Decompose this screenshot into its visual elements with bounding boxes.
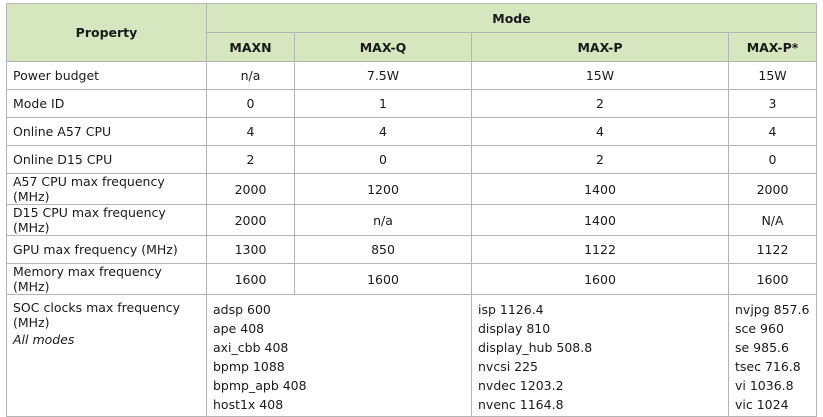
soc-label-cell: SOC clocks max frequency (MHz) All modes (6, 294, 207, 417)
clock-entry: nvcsi 225 (478, 359, 539, 374)
clock-entry: adsp 600 (213, 302, 271, 317)
cell-value: n/a (294, 204, 472, 236)
soc-note: All modes (13, 332, 75, 347)
table-row: A57 CPU max frequency (MHz) 2000 1200 14… (6, 173, 818, 205)
soc-clocks-col2: isp 1126.4 display 810 display_hub 508.8… (471, 294, 729, 417)
cell-value: 4 (471, 117, 729, 146)
soc-clocks-col3: nvjpg 857.6 sce 960 se 985.6 tsec 716.8 … (727, 294, 818, 417)
clock-entry: sce 960 (735, 321, 784, 336)
cell-value: 1600 (471, 263, 729, 295)
cell-value: 1122 (471, 235, 729, 264)
header-mode: Mode (205, 3, 818, 33)
row-label: Mode ID (6, 89, 207, 118)
cell-value: 0 (206, 89, 295, 118)
cell-value: 4 (294, 117, 472, 146)
cell-value: 1600 (206, 263, 295, 295)
clock-entry: nvdec 1203.2 (478, 378, 564, 393)
clock-entry: axi_cbb 408 (213, 340, 289, 355)
cell-value: 1200 (294, 173, 472, 205)
clock-entry: vic 1024 (735, 397, 789, 412)
clock-entry: se 985.6 (735, 340, 789, 355)
cell-value: 1400 (471, 204, 729, 236)
row-label: Memory max frequency (MHz) (6, 263, 207, 295)
cell-value: 850 (294, 235, 472, 264)
row-label: GPU max frequency (MHz) (6, 235, 207, 264)
table-row: Mode ID 0 1 2 3 (6, 89, 818, 118)
clock-entry: nvjpg 857.6 (735, 302, 810, 317)
clock-entry: vi 1036.8 (735, 378, 794, 393)
header-row: Property Mode (6, 3, 818, 62)
header-property: Property (6, 3, 207, 62)
cell-value: 2 (471, 89, 729, 118)
cell-value: 1300 (206, 235, 295, 264)
clock-entry: ape 408 (213, 321, 265, 336)
cell-value: 7.5W (294, 61, 472, 90)
soc-clocks-col1: adsp 600 ape 408 axi_cbb 408 bpmp 1088 b… (206, 294, 472, 417)
header-mode-maxp-star: MAX-P* (727, 32, 818, 62)
cell-value: 0 (727, 145, 818, 174)
clock-entry: bpmp_apb 408 (213, 378, 307, 393)
table-row: Online D15 CPU 2 0 2 0 (6, 145, 818, 174)
cell-value: 4 (206, 117, 295, 146)
table-row: Memory max frequency (MHz) 1600 1600 160… (6, 263, 818, 295)
header-mode-maxp: MAX-P (471, 32, 729, 62)
cell-value: 1600 (294, 263, 472, 295)
cell-value: n/a (206, 61, 295, 90)
row-label: Online A57 CPU (6, 117, 207, 146)
cell-value: 1 (294, 89, 472, 118)
cell-value: 15W (727, 61, 818, 90)
power-modes-table: Property Mode MAXN MAX-Q MAX-P MAX-P* Po… (6, 3, 818, 417)
cell-value: 2 (206, 145, 295, 174)
header-mode-maxn: MAXN (206, 32, 295, 62)
cell-value: 1400 (471, 173, 729, 205)
soc-clocks-row: SOC clocks max frequency (MHz) All modes… (6, 294, 818, 417)
cell-value: 3 (727, 89, 818, 118)
cell-value: 2000 (206, 173, 295, 205)
cell-value: 2000 (727, 173, 818, 205)
header-mode-row: MAXN MAX-Q MAX-P MAX-P* (7, 32, 818, 62)
row-label: A57 CPU max frequency (MHz) (6, 173, 207, 205)
header-mode-maxq: MAX-Q (294, 32, 472, 62)
cell-value: 1600 (727, 263, 818, 295)
soc-label: SOC clocks max frequency (MHz) (13, 300, 180, 330)
table-row: Online A57 CPU 4 4 4 4 (6, 117, 818, 146)
cell-value: 1122 (727, 235, 818, 264)
row-label: D15 CPU max frequency (MHz) (6, 204, 207, 236)
cell-value: 0 (294, 145, 472, 174)
cell-value: N/A (727, 204, 818, 236)
table-row: D15 CPU max frequency (MHz) 2000 n/a 140… (6, 204, 818, 236)
table-row: Power budget n/a 7.5W 15W 15W (6, 61, 818, 90)
clock-entry: host1x 408 (213, 397, 284, 412)
cell-value: 15W (471, 61, 729, 90)
row-label: Power budget (6, 61, 207, 90)
clock-entry: isp 1126.4 (478, 302, 544, 317)
clock-entry: nvenc 1164.8 (478, 397, 564, 412)
clock-entry: tsec 716.8 (735, 359, 801, 374)
row-label: Online D15 CPU (6, 145, 207, 174)
cell-value: 2000 (206, 204, 295, 236)
cell-value: 4 (727, 117, 818, 146)
cell-value: 2 (471, 145, 729, 174)
clock-entry: display_hub 508.8 (478, 340, 593, 355)
clock-entry: display 810 (478, 321, 551, 336)
clock-entry: bpmp 1088 (213, 359, 285, 374)
table-row: GPU max frequency (MHz) 1300 850 1122 11… (6, 235, 818, 264)
